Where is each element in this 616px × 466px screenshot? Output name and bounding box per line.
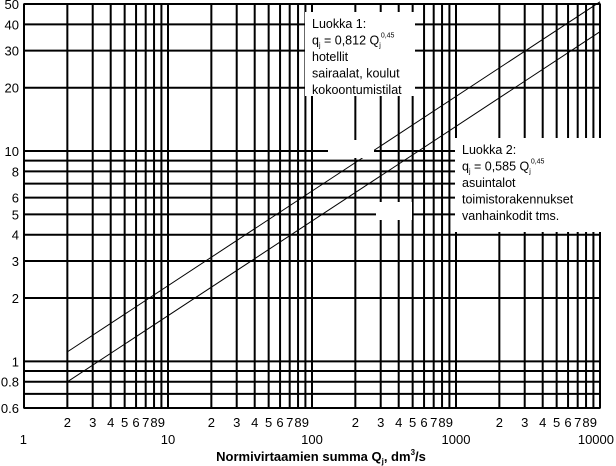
y-tick-label: 30 bbox=[5, 44, 19, 59]
x-tick-label: 3 bbox=[233, 415, 240, 430]
x-tick-label: 2 bbox=[208, 415, 215, 430]
annotation-line: hotellit bbox=[312, 50, 349, 64]
x-tick-label: 3 bbox=[521, 415, 528, 430]
x-tick-label: 3 bbox=[377, 415, 384, 430]
x-tick-label: 4 bbox=[395, 415, 402, 430]
annotation-mask bbox=[376, 202, 412, 220]
x-tick-label: 2 bbox=[496, 415, 503, 430]
annotation-formula: qj = 0,585 Qj0,45 bbox=[462, 159, 545, 176]
y-tick-label: 4 bbox=[12, 228, 19, 243]
annotation-mask bbox=[455, 138, 605, 232]
y-tick-label: 5 bbox=[12, 207, 19, 222]
y-tick-label: 50 bbox=[5, 0, 19, 12]
y-tick-label: 0.6 bbox=[1, 401, 19, 416]
x-tick-label: 8 bbox=[582, 415, 589, 430]
y-tick-label: 10 bbox=[5, 144, 19, 159]
series-line-1 bbox=[67, 1, 601, 353]
x-tick-label: 100 bbox=[301, 432, 323, 447]
x-tick-label: 7 bbox=[430, 415, 437, 430]
y-tick-label: 40 bbox=[5, 17, 19, 32]
annotation-line: Luokka 1: bbox=[312, 17, 366, 31]
annotation-mask bbox=[328, 140, 374, 158]
x-tick-label: 3 bbox=[89, 415, 96, 430]
annotation-mask bbox=[305, 12, 415, 96]
x-tick-label: 9 bbox=[158, 415, 165, 430]
x-tick-label: 6 bbox=[132, 415, 139, 430]
x-tick-label: 4 bbox=[251, 415, 258, 430]
x-tick-label: 7 bbox=[286, 415, 293, 430]
x-tick-label: 9 bbox=[590, 415, 597, 430]
annotation-line: toimistorakennukset bbox=[462, 193, 574, 207]
annotation-line: sairaalat, koulut bbox=[312, 67, 400, 81]
x-tick-label: 5 bbox=[121, 415, 128, 430]
y-tick-label: 3 bbox=[12, 254, 19, 269]
x-tick-label: 10 bbox=[161, 432, 175, 447]
y-tick-label: 2 bbox=[12, 291, 19, 306]
annotation-formula: qj = 0,812 Qj0,45 bbox=[312, 33, 395, 50]
y-tick-label: 6 bbox=[12, 191, 19, 206]
annotation-line: vanhainkodit tms. bbox=[462, 209, 559, 223]
x-tick-label: 6 bbox=[564, 415, 571, 430]
x-tick-label: 4 bbox=[107, 415, 114, 430]
series-line-2 bbox=[67, 31, 601, 383]
x-tick-label: 8 bbox=[438, 415, 445, 430]
series-lines bbox=[67, 1, 601, 383]
x-tick-label: 9 bbox=[302, 415, 309, 430]
x-tick-label: 5 bbox=[553, 415, 560, 430]
x-tick-label: 6 bbox=[420, 415, 427, 430]
x-tick-label: 2 bbox=[352, 415, 359, 430]
y-tick-label: 0.8 bbox=[1, 375, 19, 390]
x-tick-label: 5 bbox=[409, 415, 416, 430]
x-tick-label: 8 bbox=[150, 415, 157, 430]
x-tick-label: 5 bbox=[265, 415, 272, 430]
y-tick-label: 8 bbox=[12, 164, 19, 179]
x-tick-label: 7 bbox=[142, 415, 149, 430]
annotation-line: asuintalot bbox=[462, 176, 516, 190]
annotation-line: Luokka 2: bbox=[462, 143, 516, 157]
x-tick-label: 1 bbox=[20, 432, 27, 447]
x-tick-label: 2 bbox=[64, 415, 71, 430]
y-tick-label: 20 bbox=[5, 81, 19, 96]
annotation-line: kokoontumistilat bbox=[312, 83, 402, 97]
x-tick-label: 4 bbox=[539, 415, 546, 430]
x-tick-label: 6 bbox=[276, 415, 283, 430]
x-tick-label: 1000 bbox=[442, 432, 471, 447]
x-tick-label: 7 bbox=[574, 415, 581, 430]
x-tick-label: 9 bbox=[446, 415, 453, 430]
x-axis-title-group: Normivirtaamien summa Qj, dm3/s bbox=[216, 448, 426, 466]
y-tick-label: 1 bbox=[12, 354, 19, 369]
x-tick-label: 10000 bbox=[578, 432, 614, 447]
label-masks bbox=[305, 12, 605, 232]
x-axis-title: Normivirtaamien summa Qj, dm3/s bbox=[216, 448, 426, 466]
x-tick-label: 8 bbox=[294, 415, 301, 430]
